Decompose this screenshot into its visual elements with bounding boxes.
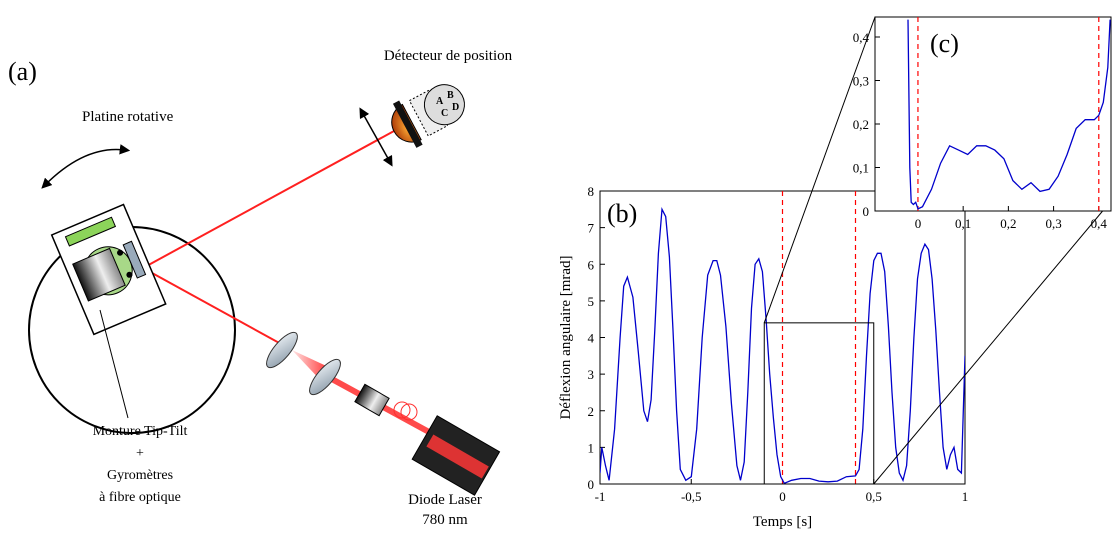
y-tick-label: 5 <box>588 294 595 309</box>
y-tick-label: 6 <box>588 257 595 272</box>
fiber-coil <box>400 403 418 421</box>
laser-label: Diode Laser <box>408 492 482 508</box>
translation-arrow <box>359 107 393 167</box>
x-tick-label: 0,3 <box>1045 216 1061 231</box>
x-tick-label: -1 <box>595 489 606 504</box>
y-tick-label: 2 <box>588 404 595 419</box>
x-tick-label: 0,1 <box>955 216 971 231</box>
y-tick-label: 0,2 <box>853 117 869 132</box>
quadrant-label: B <box>447 90 454 101</box>
laser-label: 780 nm <box>422 512 468 528</box>
y-tick-label: 7 <box>588 221 595 236</box>
lens <box>309 358 341 396</box>
quadrant-label: A <box>436 96 444 107</box>
data-line <box>600 206 965 484</box>
panel-label: (a) <box>8 57 37 86</box>
diagram: (a) Platine rotative Monture Tip-Tilt + … <box>8 48 513 528</box>
charts: -1 -0,5 0 0,5 1 0 1 2 3 4 5 6 7 8 (b) Temps [s] Déflexio… <box>558 16 1112 530</box>
lens <box>266 331 298 369</box>
detector-label: Détecteur de position <box>384 48 513 64</box>
y-tick-label: 1 <box>588 440 595 455</box>
pointer-line <box>99 309 129 419</box>
position-detector <box>391 84 465 148</box>
x-tick-label: 0,4 <box>1091 216 1108 231</box>
x-tick-label: 1 <box>962 489 969 504</box>
y-tick-label: 0 <box>863 204 870 219</box>
zoom-connector <box>873 200 1112 485</box>
x-tick-label: 0,2 <box>1000 216 1016 231</box>
x-axis-label: Temps [s] <box>753 514 812 530</box>
mount-label: + <box>136 446 144 461</box>
laser-beam <box>142 124 406 269</box>
x-tick-label: 0 <box>915 216 922 231</box>
panel-label: (c) <box>930 29 959 58</box>
y-tick-label: 8 <box>588 184 595 199</box>
fiber-coil <box>393 401 411 419</box>
plot-area <box>874 16 1112 212</box>
data-line <box>907 19 1111 210</box>
y-tick-label: 0,1 <box>853 161 869 176</box>
y-tick-label: 4 <box>588 331 595 346</box>
rotation-arrow <box>41 144 131 189</box>
laser-beam <box>328 375 442 441</box>
mount-label: Monture Tip-Tilt <box>93 424 188 439</box>
x-tick-label: 0,5 <box>866 489 882 504</box>
mount-label: à fibre optique <box>99 490 181 505</box>
quadrant-label: D <box>452 102 459 113</box>
y-tick-label: 0,4 <box>853 30 870 45</box>
quadrant-label: C <box>441 108 448 119</box>
zoom-box <box>763 322 875 485</box>
y-tick-label: 3 <box>588 367 595 382</box>
y-tick-label: 0 <box>588 477 595 492</box>
stage-label: Platine rotative <box>82 109 174 125</box>
x-tick-label: 0 <box>779 489 786 504</box>
zoom-connector <box>763 16 876 324</box>
y-tick-label: 0,3 <box>853 74 869 89</box>
mount-label: Gyromètres <box>107 468 173 483</box>
laser-beam <box>142 267 293 351</box>
panel-label: (b) <box>607 199 637 228</box>
y-axis-label: Déflexion angulaire [mrad] <box>558 255 574 419</box>
x-tick-label: -0,5 <box>681 489 702 504</box>
fiber-collimator <box>354 383 390 417</box>
tip-tilt-mount <box>50 203 167 336</box>
laser-diode <box>411 415 501 496</box>
